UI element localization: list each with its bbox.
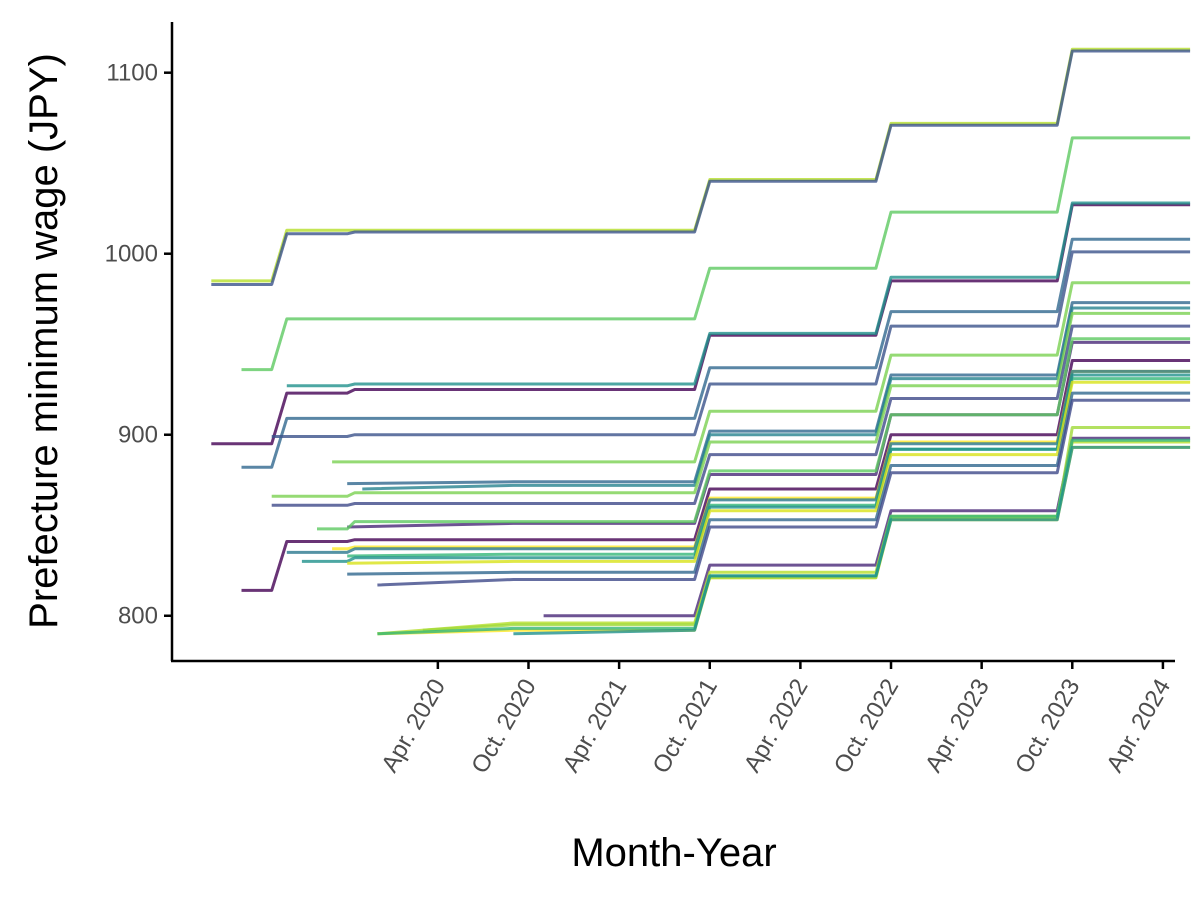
series-line — [241, 359, 1191, 592]
x-axis-ticks: Apr. 2020 Oct. 2020 Apr. 2021 Oct. 2021 Apr.… — [376, 661, 1176, 778]
series-line — [422, 426, 1191, 632]
x-tick-label: Apr. 2023 — [920, 675, 995, 777]
y-tick-label: 800 — [118, 603, 158, 630]
y-axis-ticks: 800 900 1000 1100 — [105, 60, 172, 630]
x-tick-label: Apr. 2021 — [558, 675, 633, 777]
series-line — [271, 250, 1191, 438]
series-line — [271, 311, 1191, 498]
series-line — [271, 324, 1191, 507]
x-tick-label: Apr. 2020 — [376, 675, 451, 777]
series-line — [241, 237, 1191, 469]
x-tick-label: Oct. 2020 — [466, 675, 541, 779]
series-line — [286, 201, 1191, 388]
series-line — [211, 49, 1191, 286]
y-axis-title: Prefecture minimum wage (JPY) — [22, 53, 66, 629]
series-line — [211, 203, 1191, 446]
x-tick-label: Apr. 2024 — [1101, 675, 1176, 777]
series-layer — [211, 47, 1191, 636]
y-tick-label: 1100 — [106, 60, 158, 87]
series-line — [332, 281, 1191, 464]
series-line — [211, 47, 1191, 283]
series-line — [347, 380, 1191, 565]
series-line — [317, 337, 1191, 531]
x-tick-label: Oct. 2023 — [1010, 675, 1085, 779]
y-tick-label: 900 — [118, 422, 158, 449]
x-tick-label: Oct. 2021 — [648, 675, 723, 779]
series-line — [513, 445, 1191, 636]
series-line — [377, 398, 1191, 587]
x-tick-label: Apr. 2022 — [739, 675, 814, 777]
x-axis-title: Month-Year — [571, 831, 776, 875]
y-tick-label: 1000 — [105, 241, 158, 268]
x-tick-label: Oct. 2022 — [829, 675, 904, 779]
series-line — [241, 136, 1191, 372]
